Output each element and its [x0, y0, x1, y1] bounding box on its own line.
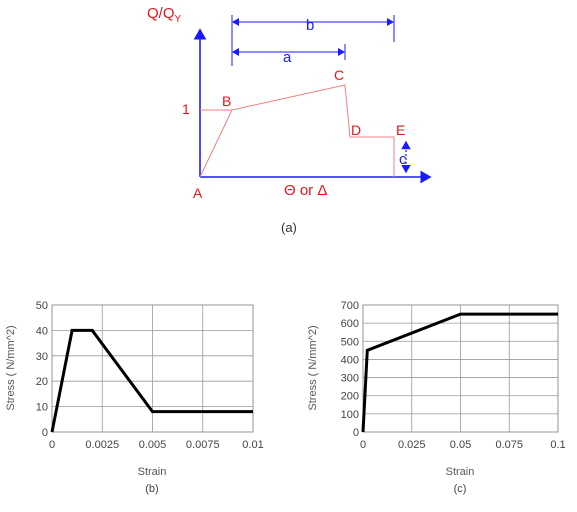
caption-a: (a): [281, 220, 297, 235]
series-line: [361, 312, 558, 433]
x-tick-label: 0.075: [495, 439, 523, 451]
dim-b-label: b: [306, 17, 314, 34]
y-axis-title: Stress ( N/mm^2): [5, 325, 17, 410]
y-tick-label: 700: [341, 300, 359, 312]
y-tick-label: 50: [36, 300, 48, 312]
x-tick-label: 0.005: [139, 439, 167, 451]
y-axis-title: Stress ( N/mm^2): [307, 325, 319, 410]
diagram-a: Q/QY 1 A B C D E Θ or Δ b a c (a): [147, 5, 432, 235]
y-tick-label: 200: [341, 391, 359, 403]
y-tick-label: 40: [36, 325, 48, 337]
y-axis-subscript: Y: [175, 14, 182, 25]
y-tick-label: 30: [36, 351, 48, 363]
x-tick-label: 0.025: [398, 439, 426, 451]
backbone-curve: [199, 84, 395, 178]
y-tick-labels: 0 100 200 300 400 500 600 700: [341, 300, 359, 439]
x-tick-label: 0.0075: [186, 439, 220, 451]
y-tick-label: 500: [341, 336, 359, 348]
chart-c: 0 100 200 300 400 500 600 700 0 0.025 0.05 0.075 0.…: [307, 300, 566, 495]
y-tick-label: 0: [353, 427, 359, 439]
x-tick-labels: 0 0.0025 0.005 0.0075 0.01: [49, 439, 264, 451]
y-tick-label: 400: [341, 354, 359, 366]
y-tick-label: 300: [341, 373, 359, 385]
chart-b: 0 10 20 30 40 50 0 0.0025 0.005 0.0075 0.01 Stres…: [5, 300, 264, 495]
y-tick-label: 10: [36, 402, 48, 414]
caption-b: (b): [145, 483, 158, 495]
x-tick-label: 0.0025: [85, 439, 119, 451]
x-axis-title: Strain: [138, 466, 167, 478]
point-e-label: E: [396, 122, 405, 138]
y-tick-label: 600: [341, 318, 359, 330]
series-line: [50, 328, 253, 433]
y-axis-label: Q/QY: [147, 5, 182, 25]
point-b-label: B: [222, 93, 231, 109]
x-tick-label: 0: [49, 439, 55, 451]
x-tick-label: 0: [360, 439, 366, 451]
grid: [362, 304, 559, 433]
x-tick-label: 0.1: [550, 439, 565, 451]
point-d-label: D: [351, 122, 361, 138]
x-tick-labels: 0 0.025 0.05 0.075 0.1: [360, 439, 566, 451]
x-axis-label: Θ or Δ: [284, 182, 327, 199]
y-one-label: 1: [182, 101, 190, 117]
point-c-label: C: [334, 67, 344, 83]
y-tick-labels: 0 10 20 30 40 50: [36, 300, 48, 439]
y-tick-label: 100: [341, 409, 359, 421]
x-axis-title: Strain: [446, 466, 475, 478]
x-tick-label: 0.05: [450, 439, 471, 451]
point-a-label: A: [193, 185, 203, 201]
caption-c: (c): [454, 483, 467, 495]
y-tick-label: 0: [42, 427, 48, 439]
dim-a-label: a: [283, 49, 292, 66]
x-tick-label: 0.01: [242, 439, 263, 451]
y-tick-label: 20: [36, 376, 48, 388]
dim-c-label: c: [399, 151, 407, 168]
